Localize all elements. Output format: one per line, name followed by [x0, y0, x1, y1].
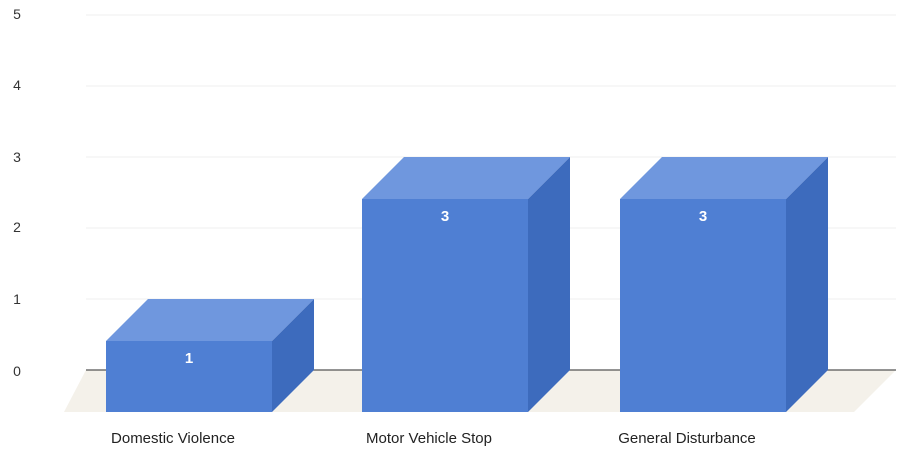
bar-top: [362, 157, 570, 199]
y-tick-label: 2: [13, 219, 21, 235]
y-tick-label: 1: [13, 291, 21, 307]
bar-top: [106, 299, 314, 341]
bars: 1 3 3: [106, 157, 828, 412]
bar-front: [106, 341, 272, 412]
bar-front: [362, 199, 528, 412]
bar-top: [620, 157, 828, 199]
y-tick-label: 5: [13, 6, 21, 22]
y-axis: 0 1 2 3 4 5: [13, 6, 21, 379]
data-label: 1: [185, 350, 193, 367]
bar-side: [528, 157, 570, 412]
bar: 3: [620, 157, 828, 412]
data-label: 3: [441, 208, 449, 225]
bar-front: [620, 199, 786, 412]
y-tick-label: 4: [13, 77, 21, 93]
y-tick-label: 3: [13, 149, 21, 165]
x-category-label: Domestic Violence: [111, 430, 235, 447]
bar: 1: [106, 299, 314, 412]
data-label: 3: [699, 208, 707, 225]
bar-side: [272, 299, 314, 412]
x-category-label: Motor Vehicle Stop: [366, 430, 492, 447]
bar-side: [786, 157, 828, 412]
x-category-label: General Disturbance: [618, 430, 756, 447]
y-tick-label: 0: [13, 363, 21, 379]
x-axis-labels: Domestic Violence Motor Vehicle Stop Gener…: [111, 430, 756, 447]
bar: 3: [362, 157, 570, 412]
